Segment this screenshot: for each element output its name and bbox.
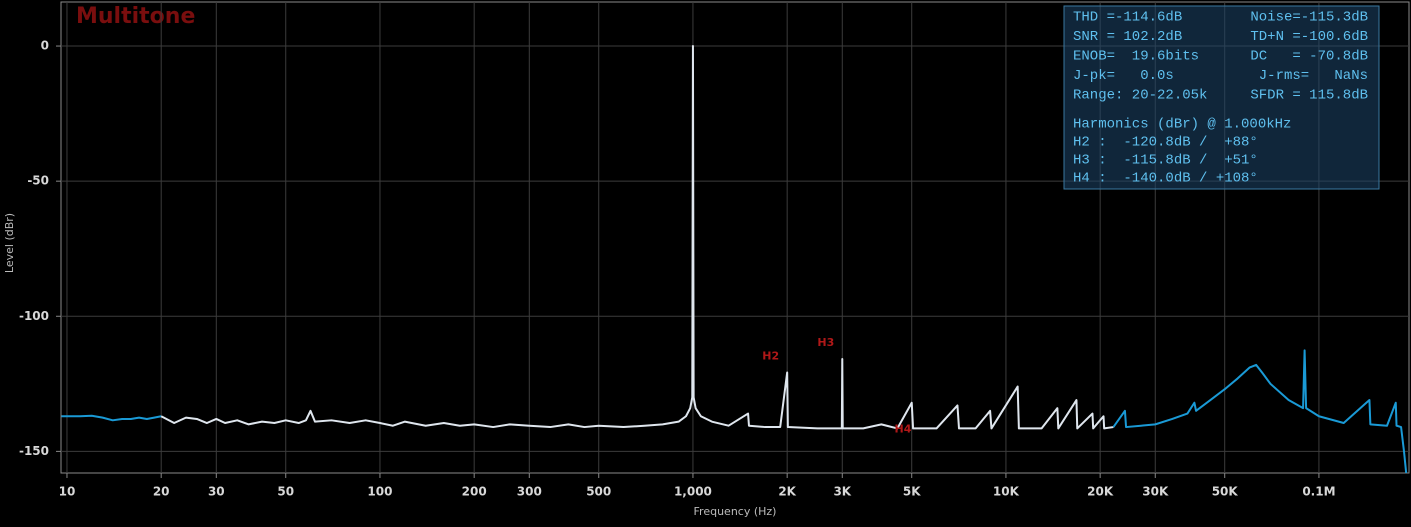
spectrum-line xyxy=(160,45,1114,430)
stat-text: DC = -70.8dB xyxy=(1250,49,1368,65)
x-tick-label: 500 xyxy=(586,485,611,499)
x-tick-label: 30K xyxy=(1142,485,1169,499)
x-tick-label: 50 xyxy=(277,485,294,499)
x-tick-label: 0.1M xyxy=(1302,485,1335,499)
stats-box xyxy=(1063,5,1380,190)
x-tick-label: 3K xyxy=(833,485,851,499)
x-tick-label: 100 xyxy=(367,485,392,499)
y-axis-label: Level (dBr) xyxy=(3,213,16,273)
stat-text: Noise=-115.3dB xyxy=(1250,10,1368,26)
x-tick-label: 20K xyxy=(1087,485,1114,499)
y-tick-label: -100 xyxy=(19,309,49,323)
harmonic-label: H4 xyxy=(895,422,912,435)
harmonic-stat: H4 : -140.0dB / +108° xyxy=(1073,171,1258,187)
y-tick-label: -50 xyxy=(27,174,49,188)
stat-text: Range: 20-22.05k xyxy=(1073,88,1207,104)
stat-text: SFDR = 115.8dB xyxy=(1250,88,1368,104)
harmonic-label: H2 xyxy=(762,349,779,362)
x-tick-label: 50K xyxy=(1212,485,1239,499)
x-axis-label: Frequency (Hz) xyxy=(694,505,777,518)
stat-text: TD+N =-100.6dB xyxy=(1250,29,1368,45)
stat-text: ENOB= 19.6bits xyxy=(1073,49,1199,65)
chart-title: Multitone xyxy=(76,4,195,29)
overlay: H2 H3 H4 THD =-114.6dB Noise=-115.3dB SNR = 1… xyxy=(762,5,1380,435)
x-tick-label: 10K xyxy=(993,485,1020,499)
spectrum-line xyxy=(61,414,162,422)
y-tick-label: 0 xyxy=(41,39,49,53)
x-tick-label: 20 xyxy=(153,485,170,499)
harmonic-label: H3 xyxy=(817,336,834,349)
harmonics-header: Harmonics (dBr) @ 1.000kHz xyxy=(1073,117,1291,133)
stat-text: SNR = 102.2dB xyxy=(1073,29,1182,45)
x-tick-label: 300 xyxy=(517,485,542,499)
series xyxy=(61,45,1408,474)
harmonic-stat: H2 : -120.8dB / +88° xyxy=(1073,135,1258,151)
x-tick-label: 5K xyxy=(903,485,921,499)
x-tick-label: 1,000 xyxy=(674,485,712,499)
y-tick-label: -150 xyxy=(19,444,49,458)
stat-text: J-pk= 0.0s xyxy=(1073,68,1174,84)
x-tick-label: 10 xyxy=(59,485,76,499)
stat-text: J-rms= NaNs xyxy=(1259,68,1368,84)
harmonic-stat: H3 : -115.8dB / +51° xyxy=(1073,153,1258,169)
stat-text: THD =-114.6dB xyxy=(1073,10,1182,26)
spectrum-line xyxy=(1112,349,1408,474)
x-tick-label: 2K xyxy=(778,485,796,499)
x-tick-label: 30 xyxy=(208,485,225,499)
x-tick-label: 200 xyxy=(462,485,487,499)
